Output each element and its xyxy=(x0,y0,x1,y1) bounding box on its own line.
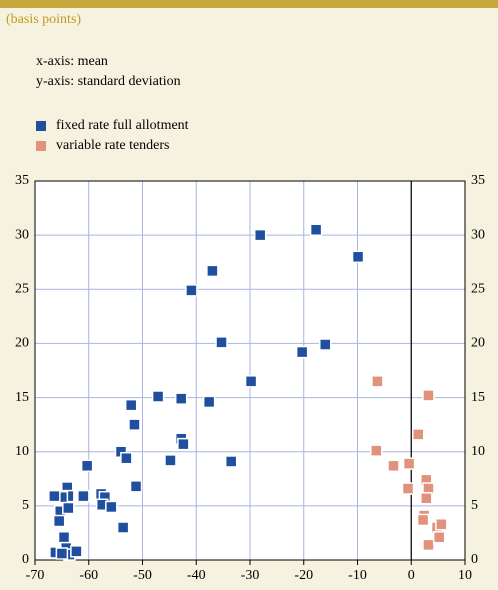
y-tick-label: 35 xyxy=(15,173,29,188)
y-tick-label: 30 xyxy=(15,227,29,242)
point xyxy=(52,514,66,528)
subtitle: (basis points) xyxy=(6,12,81,27)
y-tick-label: 30 xyxy=(471,227,485,242)
legend-label: fixed rate full allotment xyxy=(56,118,189,133)
point xyxy=(185,284,198,297)
point xyxy=(422,389,435,402)
point xyxy=(411,428,425,441)
point xyxy=(370,444,383,457)
x-tick-label: -70 xyxy=(26,568,45,583)
point xyxy=(420,492,433,505)
note: y-axis: standard deviation xyxy=(36,74,181,89)
legend: fixed rate full allotment variable rate t… xyxy=(36,118,189,153)
point xyxy=(435,518,448,531)
point xyxy=(351,250,365,264)
point xyxy=(206,264,219,278)
y-tick-label: 20 xyxy=(471,336,485,351)
y-tick-label: 20 xyxy=(15,336,29,351)
legend-label: variable rate tenders xyxy=(56,138,170,153)
note: x-axis: mean xyxy=(36,54,108,69)
y-tick-label: 15 xyxy=(15,390,29,405)
x-tick-label: -10 xyxy=(348,568,367,583)
point xyxy=(402,457,416,470)
point xyxy=(151,390,165,403)
y-tick-label: 10 xyxy=(471,444,485,459)
point xyxy=(401,482,415,495)
point xyxy=(432,531,446,544)
point xyxy=(48,489,61,503)
point xyxy=(55,547,69,560)
point xyxy=(215,336,228,349)
point xyxy=(124,398,138,412)
x-tick-label: -30 xyxy=(241,568,260,583)
x-tick-label: -20 xyxy=(294,568,313,583)
x-tick-label: -60 xyxy=(79,568,98,583)
point xyxy=(202,395,216,409)
legend-marker xyxy=(36,141,46,151)
y-tick-label: 5 xyxy=(22,498,29,513)
point xyxy=(422,538,435,552)
point xyxy=(295,345,309,359)
y-tick-label: 15 xyxy=(471,390,485,405)
x-tick-label: -50 xyxy=(133,568,152,583)
point xyxy=(128,418,141,431)
point xyxy=(105,500,118,514)
point xyxy=(120,451,133,465)
y-tick-label: 0 xyxy=(22,552,29,567)
point xyxy=(62,501,75,515)
point xyxy=(129,480,143,493)
y-tick-label: 25 xyxy=(471,282,485,297)
header-strip xyxy=(0,0,498,8)
y-tick-label: 35 xyxy=(471,173,485,188)
y-tick-label: 10 xyxy=(15,444,29,459)
point xyxy=(253,228,267,242)
point xyxy=(174,392,188,405)
y-tick-label: 5 xyxy=(471,498,478,513)
point xyxy=(371,375,384,388)
point xyxy=(416,513,430,527)
point xyxy=(70,545,83,558)
point xyxy=(57,531,71,544)
point xyxy=(309,223,323,236)
plot-frame xyxy=(34,180,466,561)
point xyxy=(116,521,130,534)
point xyxy=(164,454,177,467)
y-tick-label: 0 xyxy=(471,552,478,567)
point xyxy=(387,459,400,473)
point xyxy=(177,437,190,451)
x-tick-label: -40 xyxy=(187,568,206,583)
legend-marker xyxy=(36,121,46,131)
point xyxy=(319,338,332,351)
point xyxy=(224,455,238,468)
point xyxy=(80,459,94,473)
point xyxy=(77,489,90,503)
x-tick-label: 0 xyxy=(408,568,415,583)
x-tick-label: 10 xyxy=(458,568,472,583)
y-tick-label: 25 xyxy=(15,282,29,297)
point xyxy=(244,375,258,388)
